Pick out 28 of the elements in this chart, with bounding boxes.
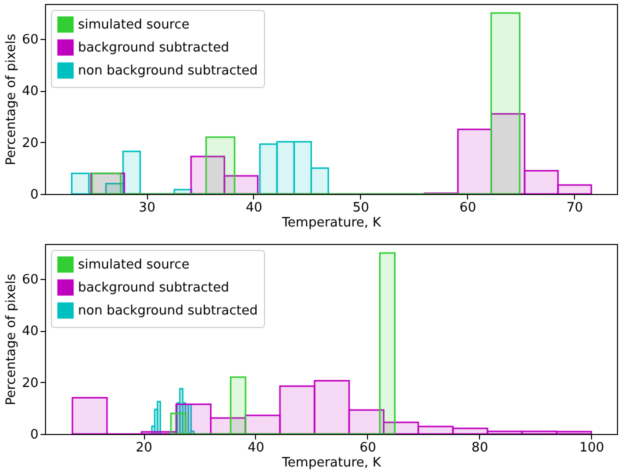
- legend-label: background subtracted: [78, 40, 230, 56]
- legend-label: simulated source: [78, 258, 190, 272]
- y-tick-label: 0: [30, 188, 38, 202]
- y-tick-label: 60: [22, 272, 38, 288]
- legend-label: simulated source: [78, 18, 190, 32]
- x-tick-label: 60: [460, 200, 476, 216]
- legend-label: non background subtracted: [78, 304, 258, 318]
- y-tick-label: 40: [22, 324, 38, 340]
- y-tick-label: 40: [22, 84, 38, 100]
- legend-label: non background subtracted: [78, 64, 258, 78]
- legend-label: background subtracted: [78, 280, 230, 296]
- x-tick-label: 80: [472, 440, 488, 456]
- x-tick-label: 100: [579, 440, 604, 456]
- x-tick-label: 40: [246, 200, 262, 216]
- y-tick-label: 20: [22, 376, 38, 391]
- y-tick-label: 60: [22, 32, 38, 48]
- y-axis-title: Percentage of pixels: [4, 274, 19, 406]
- x-axis-title: Temperature, K: [280, 216, 382, 230]
- x-tick-label: 70: [566, 200, 584, 216]
- y-tick-label: 20: [22, 136, 38, 151]
- y-axis-title: Percentage of pixels: [4, 34, 19, 166]
- x-tick-label: 30: [138, 200, 156, 216]
- x-tick-label: 20: [136, 440, 152, 456]
- y-tick-label: 0: [30, 428, 38, 442]
- x-axis-title: Temperature, K: [280, 456, 382, 470]
- x-tick-label: 40: [248, 440, 264, 456]
- x-tick-label: 60: [360, 440, 376, 456]
- x-tick-label: 50: [352, 200, 370, 216]
